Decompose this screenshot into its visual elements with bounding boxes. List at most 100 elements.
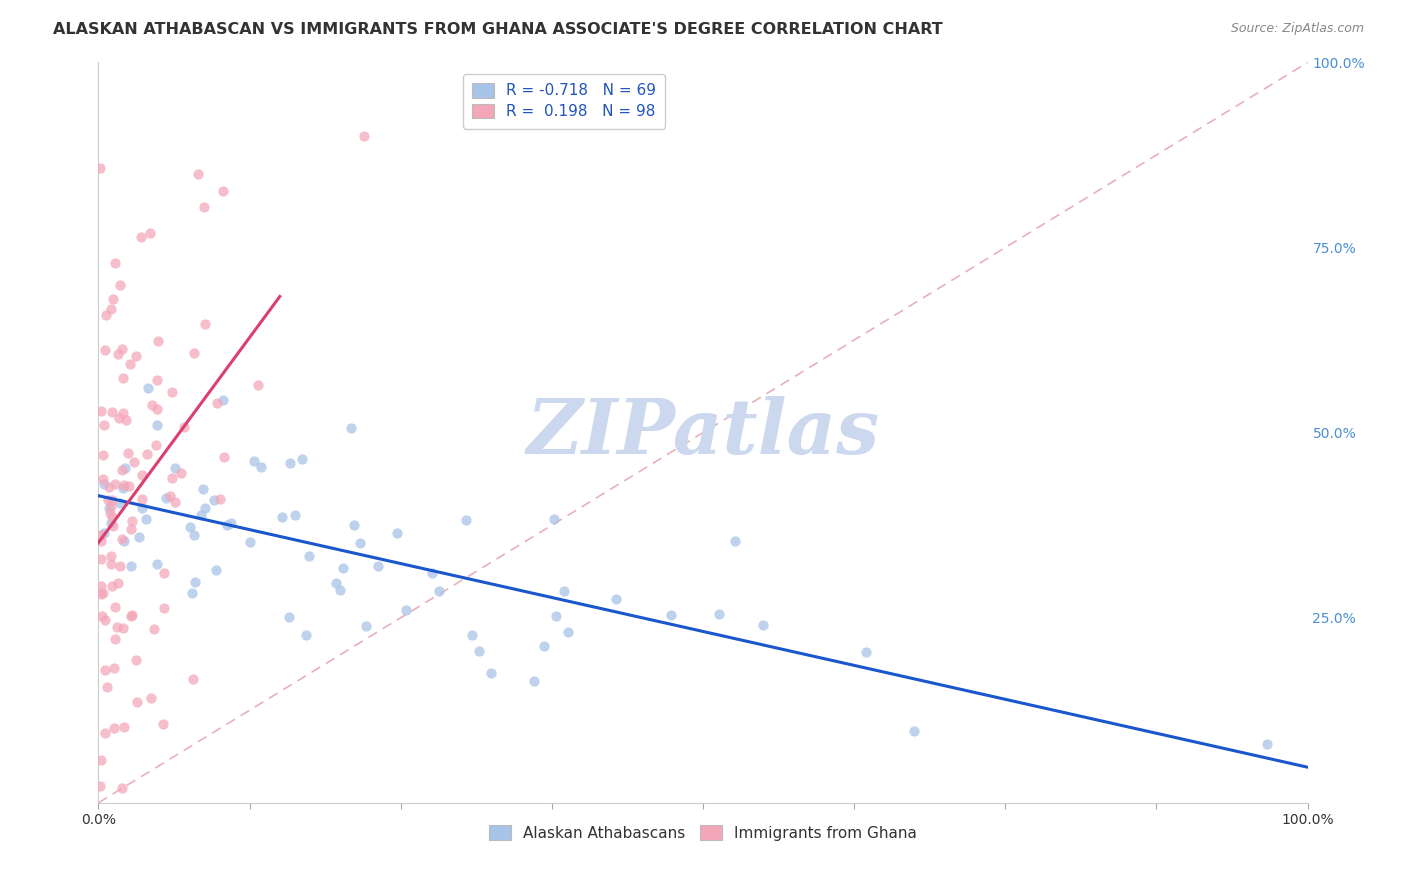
Point bbox=[332, 561, 354, 575]
Point bbox=[325, 576, 347, 591]
Point bbox=[125, 349, 148, 363]
Point bbox=[110, 495, 132, 509]
Point bbox=[115, 413, 138, 427]
Point bbox=[131, 468, 153, 483]
Point bbox=[98, 479, 121, 493]
Point bbox=[100, 500, 122, 514]
Point bbox=[94, 613, 117, 627]
Point bbox=[96, 308, 118, 322]
Point bbox=[145, 373, 167, 387]
Point bbox=[90, 753, 112, 767]
Point bbox=[98, 501, 121, 516]
Point bbox=[108, 410, 131, 425]
Point bbox=[125, 653, 148, 667]
Point bbox=[155, 491, 177, 506]
Point bbox=[207, 396, 229, 410]
Point bbox=[104, 256, 127, 270]
Point bbox=[467, 644, 489, 658]
Point bbox=[90, 533, 112, 548]
Point bbox=[659, 607, 682, 622]
Point bbox=[96, 681, 118, 695]
Point bbox=[120, 558, 142, 573]
Point bbox=[117, 446, 139, 460]
Point bbox=[208, 491, 231, 506]
Point bbox=[101, 579, 124, 593]
Point bbox=[112, 478, 135, 492]
Point bbox=[101, 509, 124, 524]
Point bbox=[105, 620, 128, 634]
Point bbox=[170, 466, 193, 480]
Point bbox=[101, 519, 124, 533]
Point bbox=[242, 454, 264, 468]
Point bbox=[152, 717, 174, 731]
Point bbox=[142, 622, 165, 636]
Point bbox=[110, 277, 132, 292]
Point bbox=[127, 695, 149, 709]
Point bbox=[131, 492, 153, 507]
Point bbox=[605, 592, 627, 607]
Point bbox=[190, 508, 212, 522]
Point bbox=[128, 530, 150, 544]
Point bbox=[94, 343, 117, 357]
Point bbox=[98, 506, 121, 520]
Point bbox=[146, 417, 169, 432]
Point bbox=[553, 584, 575, 599]
Point bbox=[153, 601, 176, 615]
Point bbox=[855, 645, 877, 659]
Point bbox=[90, 587, 112, 601]
Point bbox=[103, 721, 125, 735]
Point bbox=[162, 384, 184, 399]
Point bbox=[135, 512, 157, 526]
Point bbox=[1256, 737, 1278, 751]
Point bbox=[111, 780, 134, 795]
Point bbox=[165, 495, 187, 509]
Point bbox=[181, 672, 204, 686]
Point bbox=[91, 609, 114, 624]
Point bbox=[284, 508, 307, 523]
Point bbox=[179, 520, 201, 534]
Point bbox=[523, 674, 546, 689]
Point bbox=[112, 406, 135, 420]
Point bbox=[184, 574, 207, 589]
Point bbox=[219, 516, 242, 530]
Point bbox=[295, 628, 318, 642]
Point bbox=[97, 492, 120, 507]
Point bbox=[212, 184, 235, 198]
Point bbox=[139, 226, 162, 240]
Point bbox=[343, 518, 366, 533]
Point bbox=[247, 378, 270, 392]
Point bbox=[193, 200, 215, 214]
Point bbox=[104, 599, 127, 614]
Point bbox=[100, 302, 122, 317]
Point bbox=[724, 534, 747, 549]
Point bbox=[329, 582, 352, 597]
Point bbox=[533, 639, 555, 653]
Point bbox=[112, 533, 135, 548]
Point bbox=[217, 517, 239, 532]
Point bbox=[111, 462, 134, 476]
Point bbox=[278, 609, 301, 624]
Point bbox=[89, 161, 111, 175]
Point bbox=[104, 632, 127, 647]
Point bbox=[90, 403, 112, 417]
Point bbox=[101, 405, 124, 419]
Point bbox=[146, 334, 169, 348]
Point bbox=[427, 583, 450, 598]
Point bbox=[90, 552, 112, 566]
Text: ALASKAN ATHABASCAN VS IMMIGRANTS FROM GHANA ASSOCIATE'S DEGREE CORRELATION CHART: ALASKAN ATHABASCAN VS IMMIGRANTS FROM GH… bbox=[53, 22, 943, 37]
Point bbox=[385, 526, 408, 541]
Point bbox=[131, 500, 153, 515]
Point bbox=[752, 618, 775, 632]
Point bbox=[100, 557, 122, 571]
Point bbox=[353, 129, 375, 144]
Point bbox=[187, 167, 209, 181]
Point bbox=[100, 549, 122, 563]
Point bbox=[146, 557, 169, 571]
Point bbox=[107, 347, 129, 361]
Text: ZIPatlas: ZIPatlas bbox=[526, 396, 880, 469]
Legend: Alaskan Athabascans, Immigrants from Ghana: Alaskan Athabascans, Immigrants from Gha… bbox=[484, 819, 922, 847]
Point bbox=[104, 477, 127, 491]
Point bbox=[202, 493, 225, 508]
Text: Source: ZipAtlas.com: Source: ZipAtlas.com bbox=[1230, 22, 1364, 36]
Point bbox=[194, 317, 217, 331]
